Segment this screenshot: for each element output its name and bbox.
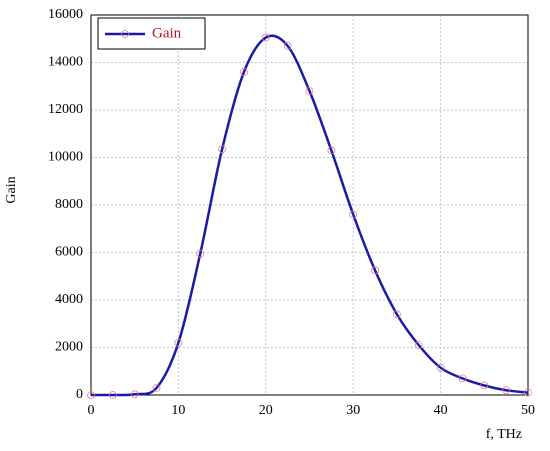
data-point	[130, 390, 139, 399]
y-tick-label: 2000	[55, 340, 83, 355]
data-point	[87, 391, 95, 399]
x-tick-label: 50	[521, 403, 535, 418]
x-tick-label: 30	[346, 403, 360, 418]
data-point	[414, 341, 423, 350]
y-tick-label: 4000	[55, 292, 83, 307]
x-tick-label: 20	[259, 403, 273, 418]
x-axis-label: f, THz	[486, 427, 522, 442]
data-point	[502, 386, 511, 395]
data-point	[283, 41, 292, 50]
data-point	[349, 210, 358, 219]
data-point	[305, 87, 314, 95]
data-point	[108, 391, 117, 399]
y-tick-label: 10000	[48, 150, 83, 165]
data-point	[480, 381, 489, 390]
y-tick-label: 16000	[48, 7, 83, 22]
legend-label: Gain	[152, 25, 182, 41]
y-tick-label: 0	[76, 387, 83, 402]
x-tick-label: 10	[171, 403, 185, 418]
y-tick-label: 6000	[55, 245, 83, 260]
x-tick-label: 0	[88, 403, 95, 418]
data-point	[458, 374, 467, 383]
plot-frame	[90, 14, 529, 396]
data-point	[371, 266, 379, 275]
data-point	[436, 363, 445, 372]
y-tick-label: 14000	[48, 55, 83, 70]
data-point	[392, 310, 401, 319]
y-axis-label: Gain	[4, 176, 19, 203]
data-point	[218, 145, 227, 154]
data-point	[327, 146, 336, 155]
data-point	[524, 388, 532, 397]
y-tick-label: 8000	[55, 197, 83, 212]
data-point	[152, 383, 161, 392]
legend-marker	[121, 30, 129, 38]
data-point	[261, 33, 270, 42]
data-point	[174, 338, 183, 347]
data-point	[240, 68, 248, 76]
series-line	[90, 34, 529, 397]
x-tick-label: 40	[434, 403, 448, 418]
data-point	[196, 249, 205, 258]
y-tick-label: 12000	[48, 102, 83, 117]
